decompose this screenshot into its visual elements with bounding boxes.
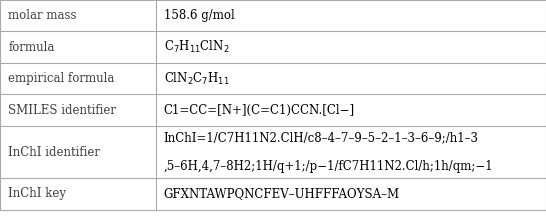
Text: InChI=1/C7H11N2.ClH/c8–4–7–9–5–2–1–3–6–9;/h1–3: InChI=1/C7H11N2.ClH/c8–4–7–9–5–2–1–3–6–9… — [164, 131, 479, 144]
Text: InChI identifier: InChI identifier — [8, 145, 100, 159]
Text: C$_7$H$_{11}$ClN$_2$: C$_7$H$_{11}$ClN$_2$ — [164, 39, 229, 55]
Text: 158.6 g/mol: 158.6 g/mol — [164, 9, 235, 22]
Text: InChI key: InChI key — [8, 187, 66, 200]
Text: empirical formula: empirical formula — [8, 72, 115, 85]
Text: C1=CC=[N+](C=C1)CCN.[Cl−]: C1=CC=[N+](C=C1)CCN.[Cl−] — [164, 104, 355, 117]
Text: molar mass: molar mass — [8, 9, 76, 22]
Text: formula: formula — [8, 41, 55, 54]
Text: GFXNTAWPQNCFEV–UHFFFAOYSA–M: GFXNTAWPQNCFEV–UHFFFAOYSA–M — [164, 187, 400, 200]
Text: ClN$_2$C$_7$H$_{11}$: ClN$_2$C$_7$H$_{11}$ — [164, 71, 229, 87]
Text: ,5–6H,4,7–8H2;1H/q+1;/p−1/fC7H11N2.Cl/h;1h/qm;−1: ,5–6H,4,7–8H2;1H/q+1;/p−1/fC7H11N2.Cl/h;… — [164, 160, 494, 173]
Text: SMILES identifier: SMILES identifier — [8, 104, 116, 117]
